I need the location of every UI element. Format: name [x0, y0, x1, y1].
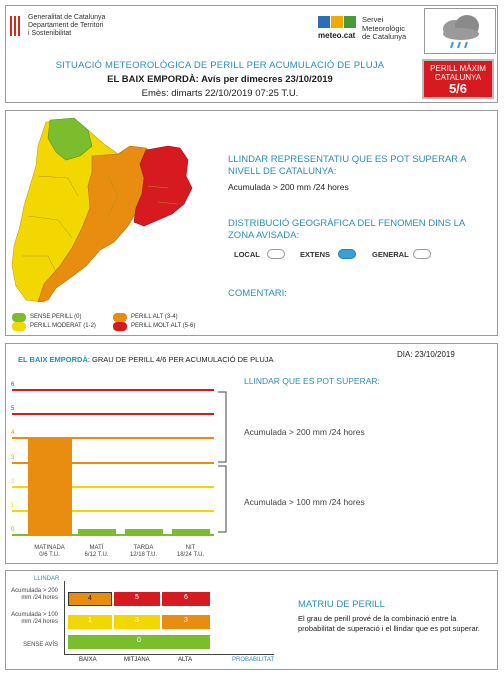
legend-dot-high [113, 313, 127, 322]
matrix-col-medium: MITJANA [124, 657, 150, 663]
smc-line3: de Catalunya [362, 32, 407, 41]
issued-date: Emès: dimarts 22/10/2019 07:25 T.U. [141, 88, 299, 99]
distribution-heading-line2: ZONA AVISADA: [228, 230, 300, 241]
chart-xtick-hours: 12/18 T.U. [129, 552, 158, 558]
matrix-cell: 3 [114, 615, 160, 629]
gencat-line3: i Sostenibilitat [28, 30, 72, 37]
zone-title-rest: : GRAU DE PERILL 4/6 PER ACUMULACIÓ DE P… [87, 355, 274, 364]
chart-ytick-label: 3 [11, 454, 15, 461]
chart-bar [77, 529, 116, 535]
page-title: SITUACIÓ METEOROLÒGICA DE PERILL PER ACU… [55, 60, 385, 71]
option-local-toggle[interactable] [267, 249, 285, 259]
warning-subtitle: EL BAIX EMPORDÀ: Avís per dimecres 23/10… [107, 74, 333, 85]
max-danger-level: 5/6 [448, 81, 468, 96]
zone-name: EL BAIX EMPORDÀ [18, 355, 88, 364]
threshold-heading: LLINDAR REPRESENTATIU QUE ES POT SUPERAR… [228, 154, 467, 178]
map-region-very-high [133, 145, 193, 227]
matrix-row-none: SENSE AVÍS [23, 642, 58, 648]
generalitat-logo-icon [10, 16, 22, 36]
generalitat-text: Generalitat de Catalunya Departament de … [28, 14, 105, 38]
matrix-x-axis [64, 654, 274, 655]
chart-bar [171, 529, 210, 535]
threshold-value: Acumulada > 200 mm /24 hores [228, 182, 349, 192]
zone-threshold-heading: LLINDAR QUE ES POT SUPERAR: [244, 376, 380, 386]
chart-bar [124, 529, 163, 535]
chart-xtick-label: MATÍ [89, 545, 104, 551]
chart-panel [5, 343, 498, 564]
chart-ytick-label: 1 [11, 502, 15, 509]
chart-ytick-label: 6 [11, 382, 15, 388]
legend-label-very-high: PERILL MOLT ALT (5-6) [131, 323, 196, 329]
chart-ytick-label: 2 [11, 478, 15, 485]
smc-text: Servei Meteorològic de Catalunya [362, 15, 407, 42]
matrix-cell: 4 [68, 592, 112, 606]
max-danger-line1: PERILL MÀXIM [430, 64, 486, 73]
matrix-description: El grau de perill prové de la combinació… [298, 614, 480, 633]
meteocat-label: meteo.cat [318, 31, 356, 40]
chart-xtick-hours: 0/6 T.U. [39, 552, 60, 558]
chart-gridline [12, 509, 214, 512]
matrix-y-axis [64, 581, 65, 655]
max-danger-line2: CATALUNYA [434, 73, 482, 82]
option-general-label: GENERAL [372, 250, 409, 259]
chart-xtick-label: MATINADA [34, 545, 65, 551]
matrix-cell: 3 [162, 615, 210, 629]
matrix-row-low: Acumulada > 100 mm /24 hores [11, 612, 58, 625]
zone-threshold-high: Acumulada > 200 mm /24 hores [244, 427, 365, 437]
chart-xtick-hours: 18/24 T.U. [176, 552, 205, 558]
zone-title: EL BAIX EMPORDÀ: GRAU DE PERILL 4/6 PER … [18, 355, 274, 364]
matrix-prob-label: PROBABILITAT [232, 657, 275, 663]
comments-heading: COMENTARI: [228, 288, 287, 299]
legend-label-none: SENSE PERILL (0) [30, 314, 82, 320]
map-region-none [47, 117, 93, 161]
chart-ytick-label: 5 [11, 406, 15, 413]
smc-line1: Servei [362, 15, 384, 24]
chart-xtick-hours: 6/12 T.U. [84, 552, 109, 558]
chart-gridline [12, 461, 214, 464]
option-general-toggle[interactable] [413, 249, 431, 259]
threshold-heading-line1: LLINDAR REPRESENTATIU QUE ES POT SUPERAR… [228, 154, 467, 165]
header-panel [5, 5, 498, 103]
chart-ytick-label: 4 [11, 430, 15, 437]
legend-dot-none [12, 313, 26, 322]
meteocat-logo-icon: meteo.cat [318, 16, 358, 44]
matrix-cell: 1 [68, 615, 112, 629]
matrix-cell: 0 [68, 635, 210, 649]
matrix-cell: 6 [162, 592, 210, 606]
option-extens-label: EXTENS [300, 250, 331, 259]
threshold-bracket [218, 391, 227, 533]
chart-gridline [12, 389, 214, 391]
matrix-axis-label: LLINDAR [34, 576, 60, 582]
chart-ytick-label: 0 [11, 527, 15, 533]
matrix-heading: MATRIU DE PERILL [298, 599, 385, 610]
zone-date: DIA: 23/10/2019 [397, 350, 455, 359]
matrix-col-high: ALTA [178, 657, 193, 663]
chart-gridline [12, 534, 214, 536]
option-extens-toggle[interactable] [338, 249, 356, 259]
legend-label-moderate: PERILL MODERAT (1-2) [30, 323, 96, 329]
matrix-col-low: BAIXA [79, 657, 97, 663]
rain-cloud-icon [424, 8, 496, 54]
catalonia-map [11, 117, 193, 303]
chart-gridline [12, 485, 214, 488]
distribution-heading: DISTRIBUCIÓ GEOGRÀFICA DEL FENOMEN DINS … [228, 218, 465, 242]
legend-dot-moderate [12, 322, 26, 331]
legend-dot-very-high [113, 322, 127, 331]
threshold-heading-line2: NIVELL DE CATALUNYA: [228, 166, 337, 177]
option-local-label: LOCAL [234, 250, 260, 259]
chart-gridline [12, 437, 214, 440]
gencat-line1: Generalitat de Catalunya [28, 14, 106, 21]
chart-xtick-label: NIT [185, 545, 196, 551]
chart-bar [27, 438, 72, 535]
legend-label-high: PERILL ALT (3-4) [131, 314, 178, 320]
distribution-heading-line1: DISTRIBUCIÓ GEOGRÀFICA DEL FENOMEN DINS … [228, 218, 466, 229]
smc-line2: Meteorològic [362, 23, 405, 33]
chart-gridline [12, 413, 214, 416]
max-danger-badge: PERILL MÀXIM CATALUNYA 5/6 [422, 59, 494, 99]
matrix-row-high: Acumulada > 200 mm /24 hores [11, 588, 58, 601]
gencat-line2: Departament de Territori [28, 22, 104, 29]
chart-xtick-label: TARDA [133, 545, 154, 551]
zone-threshold-low: Acumulada > 100 mm /24 hores [244, 497, 365, 507]
matrix-cell: 5 [114, 592, 160, 606]
